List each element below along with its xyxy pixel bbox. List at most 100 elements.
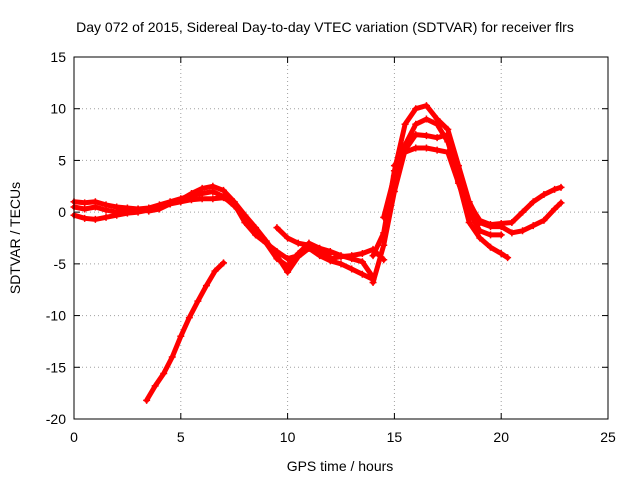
data-point [337, 252, 345, 260]
data-point [273, 255, 281, 263]
data-point [187, 192, 195, 200]
data-point [390, 162, 398, 170]
data-point [185, 314, 193, 322]
data-point [412, 131, 420, 139]
data-point [145, 204, 153, 212]
data-point [177, 332, 185, 340]
data-point [444, 138, 452, 146]
data-point [540, 191, 548, 199]
data-point [294, 250, 302, 258]
x-tick-label: 0 [70, 429, 78, 445]
grid-lines [74, 57, 608, 419]
axis-ticks: 0 5 10 15 20 25 -20 -15 -10 -5 0 5 10 15 [46, 49, 616, 445]
data-point [380, 241, 388, 249]
data-point [380, 213, 388, 221]
data-point [519, 208, 527, 216]
data-point [422, 144, 430, 152]
x-axis-title: GPS time / hours [287, 458, 394, 474]
data-point [102, 213, 110, 221]
data-point [305, 241, 313, 249]
data-point [220, 259, 228, 267]
data-point [497, 231, 505, 239]
series-trace [370, 103, 564, 259]
series-track-3 [70, 187, 334, 270]
y-axis-title: SDTVAR / TECUs [7, 182, 23, 294]
series-track-8 [380, 115, 565, 229]
series-trace [144, 260, 226, 403]
data-point [273, 224, 281, 232]
data-point [348, 265, 356, 273]
data-point [284, 234, 292, 242]
y-tick-label: -15 [46, 359, 66, 375]
series-track-7 [369, 131, 512, 286]
data-point [113, 208, 121, 216]
data-point [497, 220, 505, 228]
data-point [412, 105, 420, 113]
data-point [241, 213, 249, 221]
data-point [401, 141, 409, 149]
data-point [284, 262, 292, 270]
data-point [476, 216, 484, 224]
data-point [211, 267, 219, 275]
data-point [433, 120, 441, 128]
data-point [252, 227, 260, 235]
data-point [326, 257, 334, 265]
data-point [151, 382, 159, 390]
data-point [433, 134, 441, 142]
data-point [358, 250, 366, 258]
data-point [401, 148, 409, 156]
x-tick-label: 5 [177, 429, 185, 445]
series-trace [370, 132, 511, 285]
data-point [316, 244, 324, 252]
data-point [422, 132, 430, 140]
data-point [198, 190, 206, 198]
data-point [487, 243, 495, 251]
data-point [551, 205, 559, 213]
data-point [134, 205, 142, 213]
y-tick-label: 0 [58, 204, 66, 220]
x-tick-label: 25 [600, 429, 616, 445]
data-point [465, 218, 473, 226]
data-point [209, 187, 217, 195]
data-point [540, 216, 548, 224]
data-point [508, 229, 516, 237]
data-point [557, 183, 565, 191]
data-point [337, 260, 345, 268]
data-point [504, 254, 512, 262]
data-point [194, 297, 202, 305]
series-trace [71, 189, 333, 269]
data-point [422, 102, 430, 110]
data-point [487, 221, 495, 229]
x-tick-label: 15 [387, 429, 403, 445]
data-point [348, 255, 356, 263]
chart-title: Day 072 of 2015, Sidereal Day-to-day VTE… [76, 19, 574, 35]
data-point [81, 199, 89, 207]
data-point [177, 195, 185, 203]
data-point [123, 206, 131, 214]
series-track-5 [143, 259, 228, 404]
data-point [168, 353, 176, 361]
data-point [209, 195, 217, 203]
data-point [294, 239, 302, 247]
data-point [390, 172, 398, 180]
data-point [220, 193, 228, 201]
data-point [202, 282, 210, 290]
data-point [102, 206, 110, 214]
data-point [422, 115, 430, 123]
data-point [160, 369, 168, 377]
data-point [476, 227, 484, 235]
data-point [81, 205, 89, 213]
data-point [551, 185, 559, 193]
x-tick-label: 10 [280, 429, 296, 445]
data-point [454, 179, 462, 187]
data-point [284, 268, 292, 276]
data-point [433, 146, 441, 154]
data-point [529, 198, 537, 206]
data-point [369, 252, 377, 260]
data-point [262, 239, 270, 247]
data-point [358, 270, 366, 278]
data-point [358, 258, 366, 266]
data-point [465, 208, 473, 216]
data-point [230, 202, 238, 210]
